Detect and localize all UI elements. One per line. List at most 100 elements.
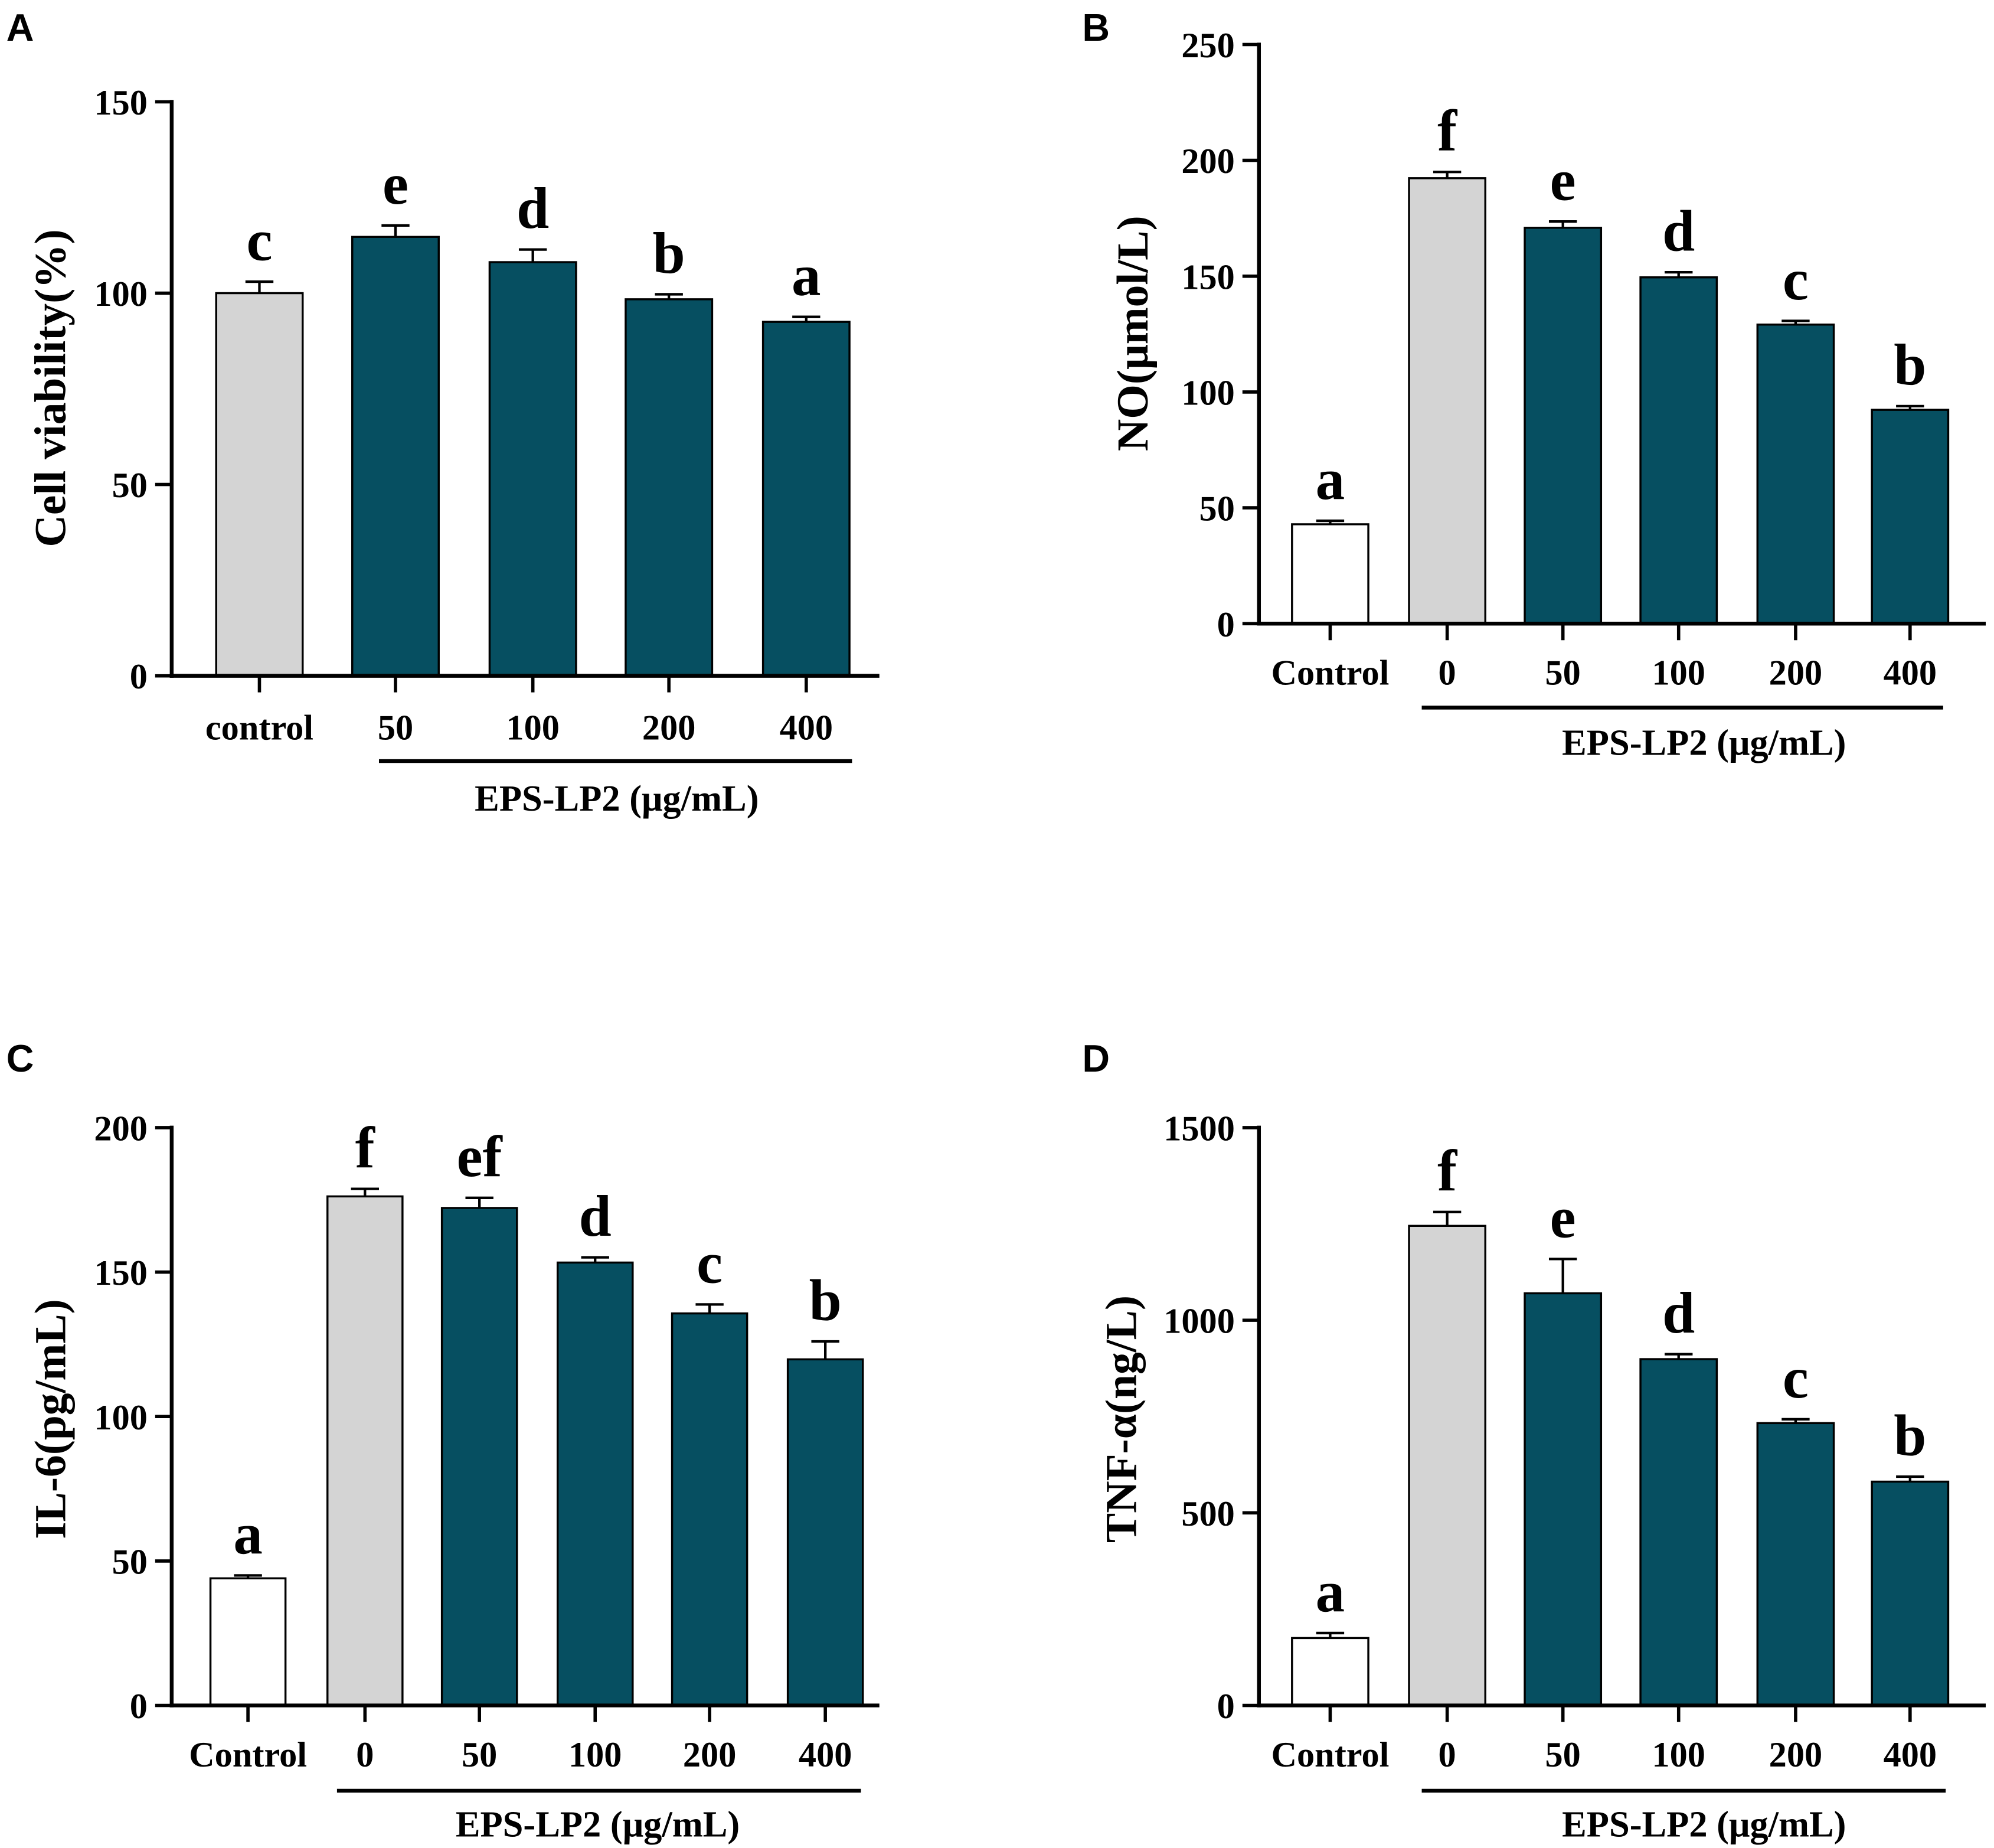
x-tick-label: 50: [462, 1735, 497, 1775]
bar: [1871, 1480, 1950, 1707]
y-tick-label: 0: [130, 1687, 148, 1726]
bar: [440, 1207, 518, 1707]
x-tick-label: 200: [1769, 1735, 1822, 1775]
bar: [1408, 177, 1486, 625]
significance-letter: d: [579, 1184, 612, 1249]
x-tick-label: 100: [568, 1735, 622, 1775]
y-tick-label: 200: [1181, 142, 1234, 181]
y-tick-label: 500: [1181, 1494, 1234, 1534]
x-tick-label: control: [205, 708, 313, 747]
group-label: EPS-LP2 (μg/mL): [456, 1804, 740, 1845]
panel-letter: B: [1082, 6, 1110, 49]
bar: [351, 236, 440, 677]
significance-letter: e: [1550, 1186, 1576, 1250]
group-label: EPS-LP2 (μg/mL): [1562, 721, 1846, 763]
significance-letter: d: [517, 177, 549, 241]
x-tick-label: 400: [1884, 1735, 1937, 1775]
significance-letter: b: [809, 1268, 842, 1333]
group-label: EPS-LP2 (μg/mL): [475, 778, 759, 819]
panel-letter: A: [6, 6, 34, 49]
y-tick-label: 50: [1199, 489, 1235, 529]
bar: [1756, 1422, 1835, 1707]
x-tick-label: 200: [642, 708, 695, 747]
y-axis-label: TNF-α(ng/L): [1097, 1295, 1146, 1543]
x-tick-label: Control: [1271, 654, 1389, 693]
bar: [1524, 227, 1603, 625]
y-tick-label: 0: [1217, 605, 1235, 645]
significance-letter: b: [653, 221, 685, 286]
y-axis-label: Cell viability(%): [27, 229, 76, 547]
significance-letter: c: [697, 1232, 723, 1296]
panel-letter: D: [1082, 1037, 1110, 1080]
y-tick-label: 1000: [1163, 1302, 1235, 1341]
significance-letter: e: [1550, 149, 1576, 213]
y-tick-label: 0: [130, 657, 148, 697]
x-tick-label: 50: [1545, 654, 1581, 693]
bar: [1639, 276, 1718, 625]
y-tick-label: 0: [1217, 1687, 1235, 1726]
y-axis-label: IL-6(pg/mL): [27, 1299, 76, 1539]
x-tick-label: 400: [799, 1735, 852, 1775]
significance-letter: d: [1662, 199, 1695, 263]
significance-letter: b: [1894, 1403, 1926, 1468]
x-tick-label: 50: [378, 708, 413, 747]
panel-a: Ac control e 50 d 100 b 200 a 400 0 50 100 150 Cell vi…: [6, 6, 880, 819]
significance-letter: c: [246, 208, 272, 273]
x-tick-label: 200: [1769, 654, 1822, 693]
panel-c: Ca Control f 0 ef 50 d 100 c 200 b 400 0 50 100 150 200 I…: [6, 1037, 880, 1845]
x-tick-label: 50: [1545, 1735, 1581, 1775]
significance-letter: f: [1437, 99, 1457, 164]
bar: [488, 261, 577, 677]
y-tick-label: 1500: [1163, 1109, 1235, 1148]
y-axis-label: NO(μmol/L): [1109, 216, 1158, 451]
bar: [556, 1261, 634, 1707]
group-label: EPS-LP2 (μg/mL): [1562, 1804, 1846, 1845]
bar: [671, 1312, 748, 1707]
x-tick-label: 400: [780, 708, 833, 747]
bar: [1291, 1637, 1369, 1707]
bar: [786, 1358, 864, 1707]
bar: [761, 321, 851, 677]
y-tick-label: 50: [112, 1542, 148, 1582]
x-tick-label: 200: [683, 1735, 736, 1775]
significance-letter: c: [1783, 248, 1809, 312]
bar: [1756, 324, 1835, 625]
bar: [1871, 409, 1950, 625]
significance-letter: e: [383, 152, 408, 217]
x-tick-label: 100: [506, 708, 559, 747]
bar: [215, 292, 304, 677]
panel-letter: C: [6, 1037, 34, 1080]
y-tick-label: 100: [94, 275, 147, 314]
x-tick-label: 100: [1652, 1735, 1705, 1775]
x-tick-label: 400: [1884, 654, 1937, 693]
x-tick-label: Control: [189, 1735, 307, 1775]
panel-d: Da Control f 0 e 50 d 100 c 200 b 400 0 500 1000 1500 TN…: [1082, 1037, 1986, 1845]
significance-letter: a: [792, 244, 821, 308]
y-tick-label: 100: [1181, 373, 1234, 413]
bar: [1291, 523, 1369, 625]
significance-letter: a: [1316, 1560, 1345, 1624]
y-tick-label: 150: [94, 1253, 147, 1293]
x-tick-label: 0: [1439, 654, 1456, 693]
significance-letter: c: [1783, 1346, 1809, 1411]
x-tick-label: 0: [356, 1735, 374, 1775]
bar: [209, 1577, 287, 1707]
y-tick-label: 200: [94, 1109, 147, 1148]
y-tick-label: 150: [94, 83, 147, 123]
x-tick-label: 0: [1439, 1735, 1456, 1775]
significance-letter: f: [1437, 1139, 1457, 1203]
x-tick-label: 100: [1652, 654, 1705, 693]
y-tick-label: 250: [1181, 26, 1234, 66]
panel-b: Ba Control f 0 e 50 d 100 c 200 b 400 0 50 100 150 200 25…: [1082, 6, 1986, 763]
x-tick-label: Control: [1271, 1735, 1389, 1775]
bar: [1524, 1292, 1603, 1707]
significance-letter: b: [1894, 333, 1926, 397]
significance-letter: f: [355, 1116, 375, 1180]
bar: [326, 1195, 404, 1707]
significance-letter: d: [1662, 1281, 1695, 1346]
bar: [1408, 1225, 1486, 1707]
bar: [1639, 1358, 1718, 1707]
y-tick-label: 50: [112, 466, 148, 505]
y-tick-label: 100: [94, 1398, 147, 1438]
